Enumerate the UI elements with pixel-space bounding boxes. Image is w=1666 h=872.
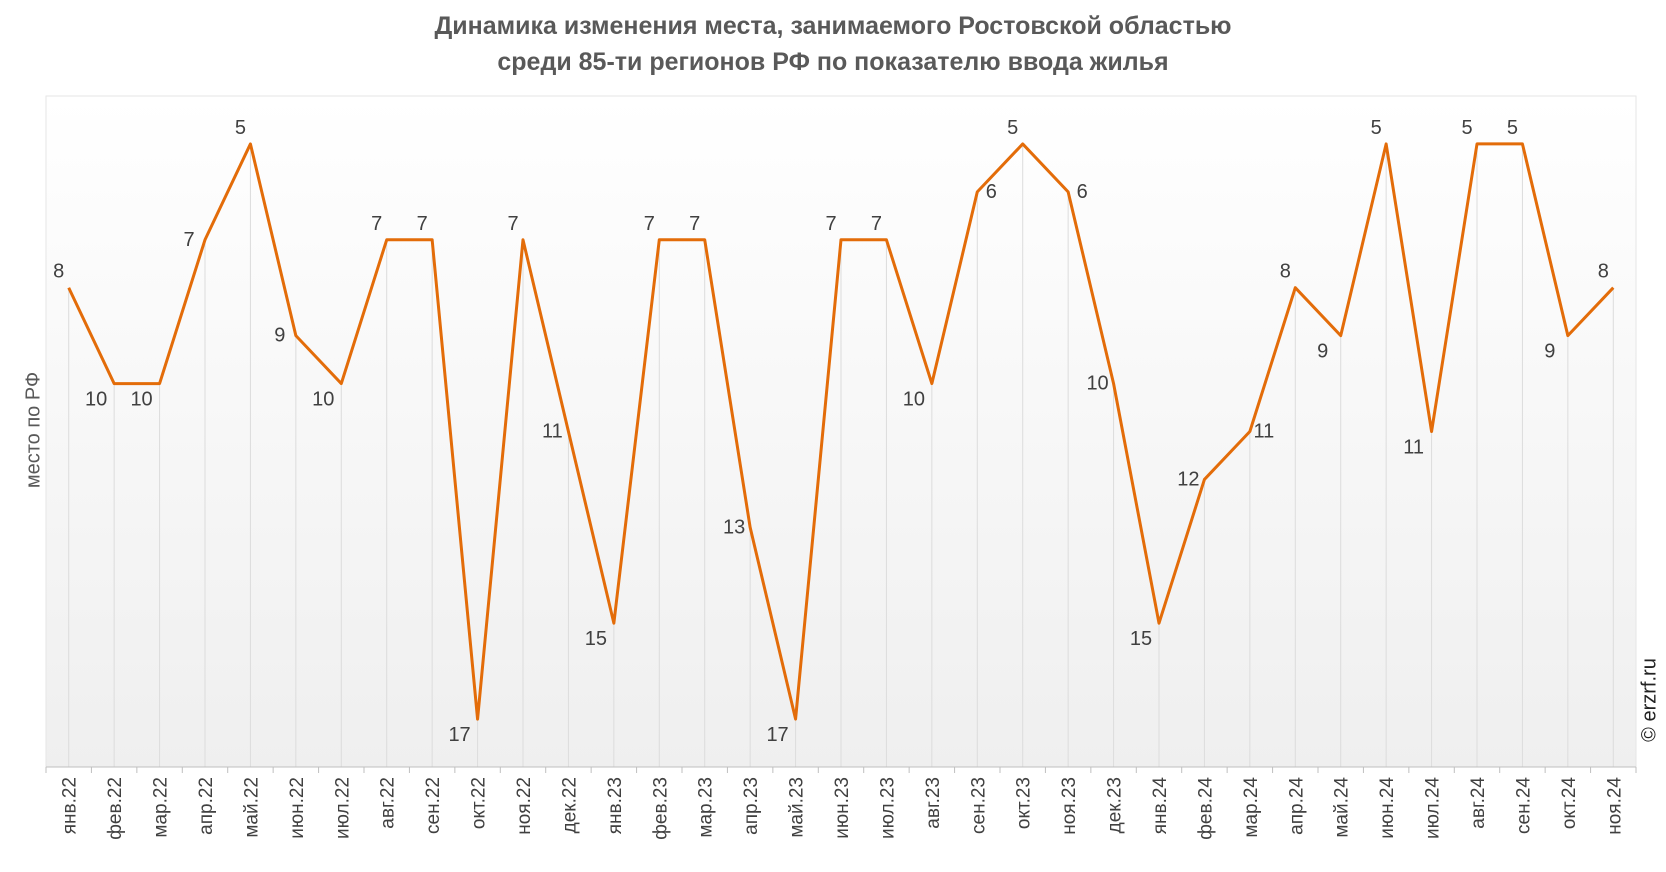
data-label: 7 xyxy=(871,213,882,235)
data-label: 8 xyxy=(1280,261,1291,283)
chart-title-line2: среди 85-ти регионов РФ по показателю вв… xyxy=(497,48,1169,76)
data-label: 10 xyxy=(312,389,334,411)
x-tick-label: авг.24 xyxy=(1468,777,1489,829)
x-tick-label: июл.23 xyxy=(877,777,898,839)
data-label: 10 xyxy=(1086,373,1108,395)
data-label: 6 xyxy=(1077,181,1088,203)
data-label: 7 xyxy=(417,213,428,235)
x-tick-label: фев.23 xyxy=(650,777,671,840)
data-label: 7 xyxy=(825,213,836,235)
x-tick-label: мар.24 xyxy=(1241,777,1262,838)
data-label: 5 xyxy=(1371,117,1382,139)
x-tick-label: окт.24 xyxy=(1559,777,1580,830)
data-label: 11 xyxy=(542,421,563,443)
x-tick-label: окт.22 xyxy=(469,777,490,829)
x-tick-label: ноя.22 xyxy=(514,777,535,835)
data-label: 10 xyxy=(130,389,152,411)
data-label: 11 xyxy=(1403,437,1424,459)
x-tick-label: апр.23 xyxy=(741,777,762,835)
x-tick-label: июн.23 xyxy=(832,777,853,839)
data-label: 15 xyxy=(1130,628,1152,650)
data-label: 7 xyxy=(371,213,382,235)
x-tick-label: сен.24 xyxy=(1513,777,1534,834)
x-tick-label: фев.24 xyxy=(1195,777,1216,840)
x-tick-label: апр.24 xyxy=(1286,777,1307,835)
x-tick-label: янв.24 xyxy=(1150,777,1171,835)
data-label: 11 xyxy=(1253,421,1274,443)
data-label: 10 xyxy=(85,389,107,411)
x-tick-label: сен.22 xyxy=(423,777,444,834)
x-tick-label: дек.23 xyxy=(1105,777,1126,833)
x-tick-label: авг.23 xyxy=(923,777,944,829)
x-tick-label: дек.22 xyxy=(559,777,580,833)
data-label: 9 xyxy=(274,325,285,347)
chart-title-line1: Динамика изменения места, занимаемого Ро… xyxy=(434,12,1232,40)
data-label: 5 xyxy=(1461,117,1472,139)
data-label: 5 xyxy=(1507,117,1518,139)
data-label: 15 xyxy=(585,628,607,650)
data-label: 13 xyxy=(723,516,745,538)
x-tick-label: май.23 xyxy=(787,777,808,838)
x-tick-label: мар.23 xyxy=(696,777,717,838)
x-tick-label: сен.23 xyxy=(968,777,989,834)
x-tick-label: июл.24 xyxy=(1423,777,1444,839)
data-label: 6 xyxy=(986,181,997,203)
data-label: 5 xyxy=(1007,117,1018,139)
x-tick-label: апр.22 xyxy=(196,777,217,835)
x-tick-label: ноя.23 xyxy=(1059,777,1080,835)
credit-watermark: © erzrf.ru xyxy=(1638,658,1661,742)
data-label: 9 xyxy=(1317,341,1328,363)
x-tick-label: фев.22 xyxy=(105,777,126,840)
data-label: 8 xyxy=(1598,261,1609,283)
data-label: 7 xyxy=(644,213,655,235)
data-label: 12 xyxy=(1177,468,1199,490)
data-label: 7 xyxy=(689,213,700,235)
data-label: 9 xyxy=(1544,341,1555,363)
data-label: 5 xyxy=(235,117,246,139)
chart-title: Динамика изменения места, занимаемого Ро… xyxy=(0,8,1666,80)
data-label: 10 xyxy=(903,389,925,411)
x-tick-label: июл.22 xyxy=(332,777,353,839)
x-tick-label: янв.22 xyxy=(60,777,81,834)
x-tick-label: авг.22 xyxy=(378,777,399,829)
data-label: 7 xyxy=(507,213,518,235)
x-tick-label: июн.24 xyxy=(1377,777,1398,839)
x-tick-label: ноя.24 xyxy=(1604,777,1625,835)
x-tick-label: окт.23 xyxy=(1014,777,1035,829)
x-tick-label: мар.22 xyxy=(151,777,172,838)
data-label: 7 xyxy=(183,229,194,251)
x-tick-label: май.24 xyxy=(1332,777,1353,838)
data-label: 17 xyxy=(448,724,470,746)
data-label: 17 xyxy=(766,724,788,746)
x-tick-label: июн.22 xyxy=(287,777,308,839)
x-tick-label: май.22 xyxy=(241,777,262,838)
y-axis-label: место по РФ xyxy=(22,371,45,489)
data-label: 8 xyxy=(53,261,64,283)
x-tick-label: янв.23 xyxy=(605,777,626,834)
